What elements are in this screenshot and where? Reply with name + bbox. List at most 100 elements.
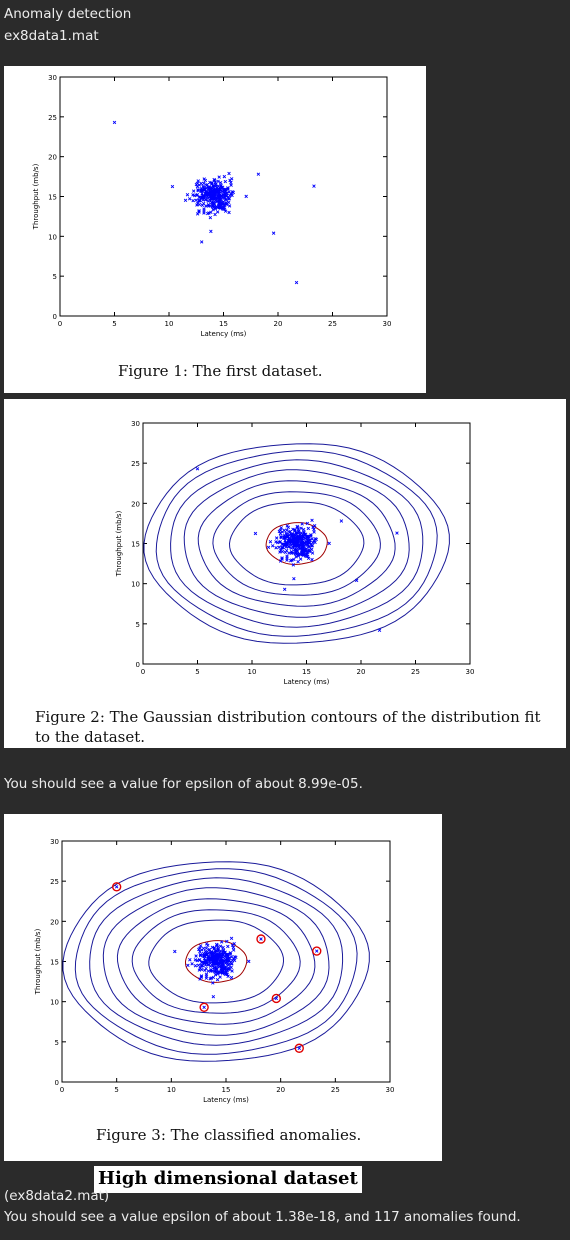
contour-line <box>148 919 285 1004</box>
data-point <box>196 179 200 183</box>
data-point <box>199 960 204 964</box>
data-point <box>296 538 300 542</box>
data-point <box>230 962 234 966</box>
data-point <box>339 519 344 523</box>
x-tick-label: 20 <box>357 668 366 676</box>
data-point <box>226 974 230 978</box>
data-point <box>210 196 214 201</box>
data-point <box>293 536 298 540</box>
data-point <box>278 550 282 554</box>
contour-line <box>89 877 344 1046</box>
y-tick-label: 20 <box>48 154 57 162</box>
data-point <box>305 542 309 546</box>
data-point <box>310 544 315 548</box>
data-point <box>282 536 286 540</box>
contour-line <box>62 861 370 1062</box>
contour-line <box>116 898 316 1025</box>
data-point <box>204 942 209 946</box>
data-point <box>221 960 225 965</box>
data-point <box>301 546 306 551</box>
data-point <box>199 240 204 244</box>
data-point <box>227 210 231 215</box>
data-point <box>227 962 231 966</box>
x-tick-label: 10 <box>165 320 174 328</box>
data-point <box>219 183 223 187</box>
data-point <box>293 543 297 548</box>
data-point <box>197 210 201 214</box>
data-point <box>227 967 231 972</box>
data-point <box>293 548 297 552</box>
data-point <box>224 202 229 207</box>
y-tick-label: 30 <box>48 74 57 82</box>
data-point <box>311 540 315 545</box>
data-point <box>211 994 216 999</box>
data-point <box>229 936 234 941</box>
data-point <box>395 531 399 535</box>
data-point <box>310 537 314 541</box>
data-point <box>191 193 195 197</box>
y-tick-label: 25 <box>131 460 140 468</box>
data-point <box>208 959 212 964</box>
data-point <box>315 949 319 953</box>
contour-line <box>183 469 410 618</box>
data-point <box>213 212 217 217</box>
data-point <box>314 537 319 542</box>
y-axis-label: Throughput (mb/s) <box>115 510 123 577</box>
data-point <box>253 531 258 536</box>
data-point <box>284 531 288 536</box>
figure-1-caption: Figure 1: The first dataset. <box>118 362 323 380</box>
data-point <box>218 195 223 200</box>
data-point <box>305 521 310 526</box>
data-point <box>311 525 315 529</box>
data-point <box>195 203 199 207</box>
data-point <box>203 197 208 202</box>
data-point <box>303 536 308 540</box>
data-point <box>197 202 202 207</box>
data-point <box>284 545 288 549</box>
x-tick-label: 20 <box>276 1086 285 1094</box>
data-point <box>202 177 206 181</box>
data-point <box>173 949 177 954</box>
data-point <box>190 962 194 966</box>
data-point <box>198 953 203 957</box>
data-point <box>202 211 206 215</box>
data-point <box>206 951 211 955</box>
data-point <box>223 954 227 958</box>
data-point <box>211 981 215 985</box>
data-point <box>307 549 312 554</box>
x-tick-label: 15 <box>222 1086 231 1094</box>
data-point <box>298 547 302 551</box>
data-point <box>310 551 315 555</box>
data-point <box>308 540 312 544</box>
x-tick-label: 5 <box>114 1086 118 1094</box>
data-point <box>198 944 203 948</box>
data-point <box>215 977 220 982</box>
x-tick-label: 15 <box>219 320 228 328</box>
data-point <box>227 204 232 208</box>
data-point <box>196 188 200 193</box>
data-point <box>259 937 263 941</box>
data-point <box>285 558 289 562</box>
anomaly-marker <box>312 946 322 956</box>
data-points <box>195 467 399 632</box>
data-point <box>218 944 223 948</box>
data-point <box>294 555 298 559</box>
y-tick-label: 5 <box>53 273 57 281</box>
data-point <box>279 535 283 540</box>
x-tick-label: 30 <box>383 320 392 328</box>
data-point <box>296 554 300 558</box>
data-point <box>199 964 203 968</box>
data-point <box>228 178 232 183</box>
data-point <box>297 1046 301 1050</box>
data-point <box>212 201 216 206</box>
data-point <box>277 545 281 549</box>
data-point <box>197 199 201 203</box>
data-point <box>213 973 218 977</box>
x-tick-label: 25 <box>331 1086 340 1094</box>
data-point <box>211 956 215 961</box>
data-point <box>194 198 198 202</box>
data-point <box>222 174 227 179</box>
y-tick-label: 5 <box>136 621 140 629</box>
data-point <box>216 205 220 210</box>
data-point <box>215 210 220 214</box>
